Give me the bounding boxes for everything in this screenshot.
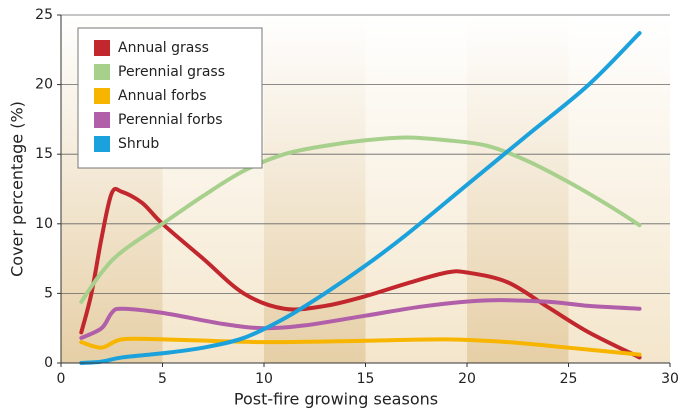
x-tick-label: 0 — [57, 371, 66, 387]
series-line — [79, 298, 642, 340]
x-tick-label: 15 — [357, 371, 375, 387]
x-tick-label: 20 — [458, 371, 476, 387]
x-tick-label: 30 — [661, 371, 679, 387]
y-tick-label: 25 — [35, 7, 53, 23]
legend-swatch — [94, 136, 110, 152]
band — [264, 15, 366, 363]
legend-swatch — [94, 64, 110, 80]
y-tick-label: 5 — [44, 285, 53, 301]
y-axis-label: Cover percentage (%) — [8, 101, 27, 277]
legend-label: Annual forbs — [118, 88, 207, 104]
band — [467, 15, 569, 363]
legend-swatch — [94, 40, 110, 56]
y-tick-label: 15 — [35, 146, 53, 162]
y-tick-label: 10 — [35, 216, 53, 232]
band — [365, 15, 467, 363]
legend-label: Perennial grass — [118, 64, 225, 80]
legend-swatch — [94, 112, 110, 128]
series-line — [79, 31, 642, 365]
series-line — [79, 135, 642, 304]
x-axis-label: Post-fire growing seasons — [234, 390, 438, 409]
x-tick-label: 5 — [158, 371, 167, 387]
legend-label: Annual grass — [118, 40, 209, 56]
legend-swatch — [94, 88, 110, 104]
x-tick-label: 10 — [255, 371, 273, 387]
series-line — [79, 336, 642, 357]
legend-label: Shrub — [118, 136, 159, 152]
y-tick-label: 0 — [44, 355, 53, 371]
y-tick-label: 20 — [35, 77, 53, 93]
legend-label: Perennial forbs — [118, 112, 223, 128]
series-line — [79, 186, 642, 360]
x-tick-label: 25 — [560, 371, 578, 387]
